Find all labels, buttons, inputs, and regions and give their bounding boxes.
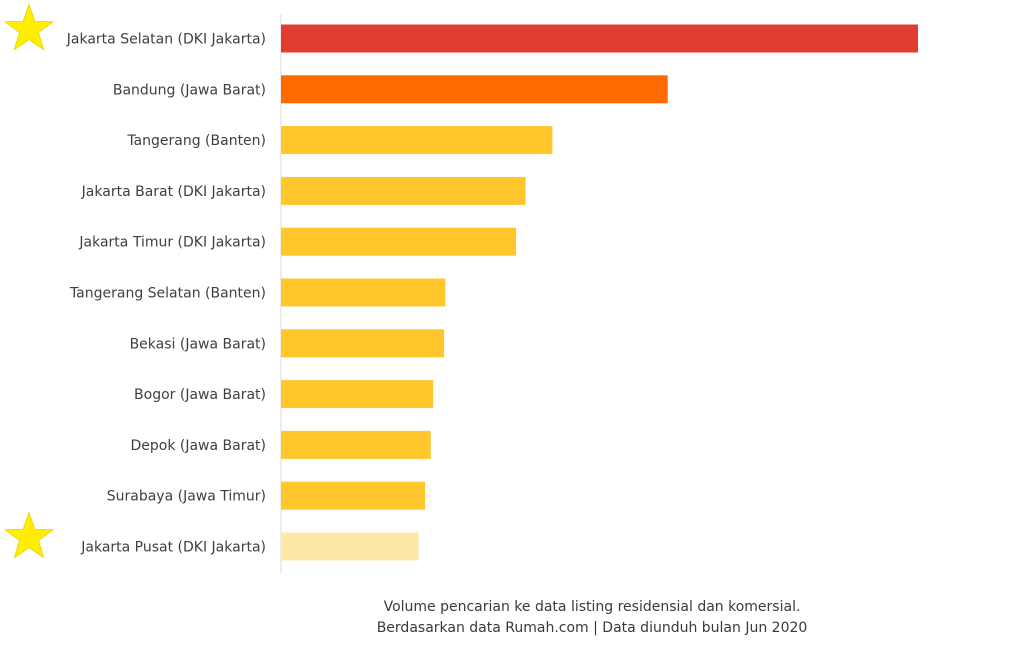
bar [281,278,446,307]
category-label: Tangerang Selatan (Banten) [69,286,266,302]
category-label: Bekasi (Jawa Barat) [130,336,266,352]
category-label: Jakarta Timur (DKI Jakarta) [78,235,266,251]
caption-line-2: Berdasarkan data Rumah.com | Data diundu… [376,620,808,636]
bar [281,380,434,409]
star-icon [4,3,54,51]
bar [281,227,517,256]
bar [281,481,425,510]
category-label: Tangerang (Banten) [126,133,266,149]
bar [281,75,668,104]
bar [281,176,526,205]
bar [281,126,553,155]
star-icon [4,511,54,559]
bar [281,329,445,358]
category-label: Bandung (Jawa Barat) [113,82,266,98]
caption-line-1: Volume pencarian ke data listing residen… [383,599,801,615]
bar [281,532,419,561]
category-label: Surabaya (Jawa Timur) [107,489,266,505]
category-label: Jakarta Pusat (DKI Jakarta) [80,540,266,556]
bar [281,24,918,53]
bar [281,430,431,459]
category-label: Jakarta Selatan (DKI Jakarta) [66,32,266,48]
category-label: Depok (Jawa Barat) [130,438,266,454]
category-label: Bogor (Jawa Barat) [134,387,266,403]
category-label: Jakarta Barat (DKI Jakarta) [81,184,266,200]
